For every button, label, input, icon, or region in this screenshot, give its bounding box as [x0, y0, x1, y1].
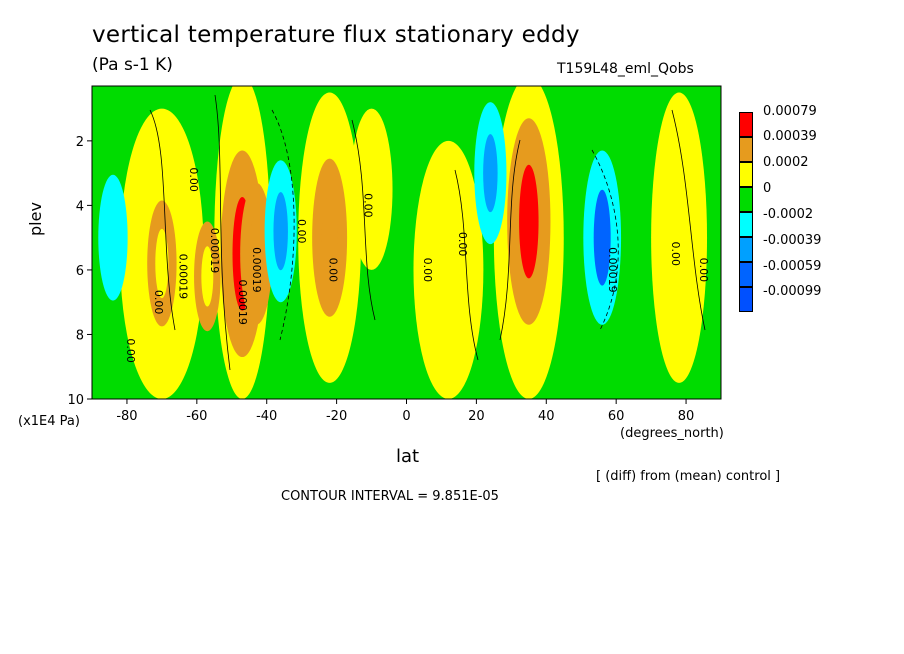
- contour-label: 0.00: [187, 167, 200, 192]
- contour-line: [499, 139, 521, 341]
- y-axis-units: (x1E4 Pa): [18, 414, 80, 429]
- legend-label: -0.00039: [763, 233, 822, 248]
- legend-swatch: [739, 212, 753, 237]
- contour-label: 0.00: [362, 193, 375, 218]
- legend-label: -0.00059: [763, 259, 822, 274]
- legend-swatch: [739, 262, 753, 287]
- contour-label: 0.00: [669, 242, 682, 267]
- contour-line: [149, 109, 176, 331]
- contour-label: 0.00: [152, 290, 165, 315]
- contour-line: [351, 119, 376, 321]
- x-tick-label: 20: [468, 409, 485, 424]
- x-axis-label: lat: [396, 446, 420, 467]
- contour-line: [671, 109, 706, 331]
- contour-fill-peak: [155, 228, 169, 299]
- y-tick-label: 10: [67, 393, 84, 408]
- y-tick-label: 6: [76, 264, 84, 279]
- legend-label: 0: [763, 181, 772, 196]
- contour-label: 0.00019: [606, 247, 619, 293]
- contour-fill-peak: [483, 134, 498, 213]
- x-tick-label: -60: [186, 409, 207, 424]
- y-axis: 2 4 6 8 10: [67, 135, 92, 408]
- plot-area: 0.000.000190.000190.000.000.000190.00019…: [92, 86, 721, 399]
- contour-fill-positive: [413, 140, 484, 399]
- run-label: T159L48_eml_Qobs: [557, 61, 694, 77]
- contour-label: 0.00: [295, 219, 308, 244]
- x-axis-units: (degrees_north): [620, 426, 724, 441]
- legend-swatch: [739, 237, 753, 262]
- contour-label: 0.00019: [250, 247, 263, 293]
- y-tick-label: 2: [76, 135, 84, 150]
- contour-label: 0.00019: [236, 279, 249, 325]
- x-tick-label: 0: [402, 409, 410, 424]
- x-tick-label: -20: [326, 409, 347, 424]
- contour-fill-peak: [249, 214, 264, 293]
- legend-label: -0.00099: [763, 284, 822, 299]
- contour-fill-peak: [201, 246, 214, 307]
- contour-label: 0.00019: [208, 228, 221, 273]
- legend-swatch: [739, 137, 753, 162]
- contour-label: 0.00: [456, 232, 469, 257]
- contour-fill-peak: [273, 192, 288, 271]
- legend-label: 0.0002: [763, 155, 809, 170]
- contour-lines: [149, 94, 706, 371]
- contour-label: 0.00: [697, 258, 710, 283]
- contour-fill-positive: [651, 92, 708, 383]
- contour-fill-peak: [321, 194, 338, 282]
- x-tick-label: 40: [538, 409, 555, 424]
- chart-title: vertical temperature flux stationary edd…: [92, 22, 580, 48]
- contour-fills: [98, 86, 708, 399]
- legend-swatch: [739, 162, 753, 187]
- legend-swatch: [739, 287, 753, 312]
- contour-label: 0.00: [124, 338, 137, 363]
- contour-fill-peak: [106, 203, 120, 273]
- x-axis: -80 -60 -40 -20 0 20 40 60 80: [116, 399, 694, 424]
- x-tick-label: -80: [116, 409, 137, 424]
- y-axis-label: plev: [26, 202, 45, 236]
- contour-label: 0.00: [421, 258, 434, 283]
- contour-label: 0.00019: [176, 254, 189, 300]
- y-tick-label: 4: [76, 199, 84, 214]
- x-tick-label: 60: [608, 409, 625, 424]
- x-tick-label: -40: [256, 409, 277, 424]
- legend-swatch: [739, 187, 753, 212]
- contour-label: 0.00: [327, 258, 340, 283]
- contour-fill-peak: [519, 164, 539, 279]
- x-tick-label: 80: [678, 409, 695, 424]
- contour-fill-peak: [593, 189, 611, 286]
- contour-line: [214, 94, 231, 371]
- diff-note: [ (diff) from (mean) control ]: [596, 469, 781, 484]
- y-tick-label: 8: [76, 328, 84, 343]
- contour-interval: CONTOUR INTERVAL = 9.851E-05: [281, 489, 499, 504]
- contour-fill-positive: [350, 108, 393, 270]
- legend-label: 0.00079: [763, 104, 817, 119]
- contour-labels: 0.000.000190.000190.000.000.000190.00019…: [124, 167, 710, 363]
- legend-label: -0.0002: [763, 207, 814, 222]
- contour-line: [591, 149, 619, 331]
- legend-swatch: [739, 112, 753, 137]
- contour-line: [271, 109, 295, 341]
- legend-label: 0.00039: [763, 129, 817, 144]
- contour-line: [454, 169, 479, 361]
- chart-units: (Pa s-1 K): [92, 55, 173, 75]
